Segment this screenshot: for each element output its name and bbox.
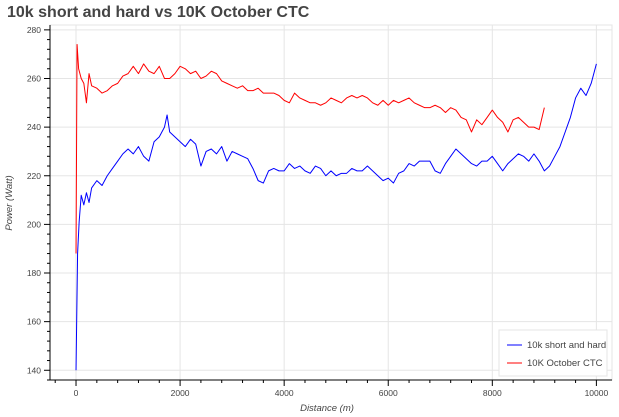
y-tick-label: 240	[27, 122, 41, 132]
legend-label-10k-october-ctc: 10K October CTC	[527, 358, 603, 369]
x-tick-label: 0	[74, 388, 79, 398]
x-tick-label: 10000	[585, 388, 609, 398]
x-tick-label: 4000	[275, 388, 294, 398]
axes	[49, 25, 612, 381]
y-tick-label: 160	[27, 317, 41, 327]
legend-label-10k-short-and-hard: 10k short and hard	[527, 340, 606, 351]
grid	[50, 25, 612, 380]
legend: 10k short and hard 10K October CTC	[498, 329, 608, 377]
legend-box	[498, 329, 608, 377]
x-axis-title: Distance (m)	[300, 403, 354, 414]
y-tick-label: 200	[27, 219, 41, 229]
series-line-10k-short-and-hard	[75, 63, 597, 371]
y-tick-label: 180	[27, 268, 41, 278]
y-tick-label: 260	[27, 73, 41, 83]
y-tick-label: 280	[27, 25, 41, 35]
y-tick-label: 220	[27, 171, 41, 181]
y-tick-label: 140	[27, 365, 41, 375]
x-tick-label: 6000	[379, 388, 398, 398]
series-layer	[75, 43, 597, 371]
y-axis-title: Power (Watt)	[4, 175, 15, 230]
x-tick-label: 2000	[171, 388, 190, 398]
ticks: 0 2000 4000 6000 8000 10000 140 160 180 200 220 240…	[27, 25, 609, 398]
chart-title: 10k short and hard vs 10K October CTC	[7, 4, 310, 21]
x-tick-label: 8000	[483, 388, 502, 398]
series-line-10k-october-ctc	[75, 43, 545, 254]
